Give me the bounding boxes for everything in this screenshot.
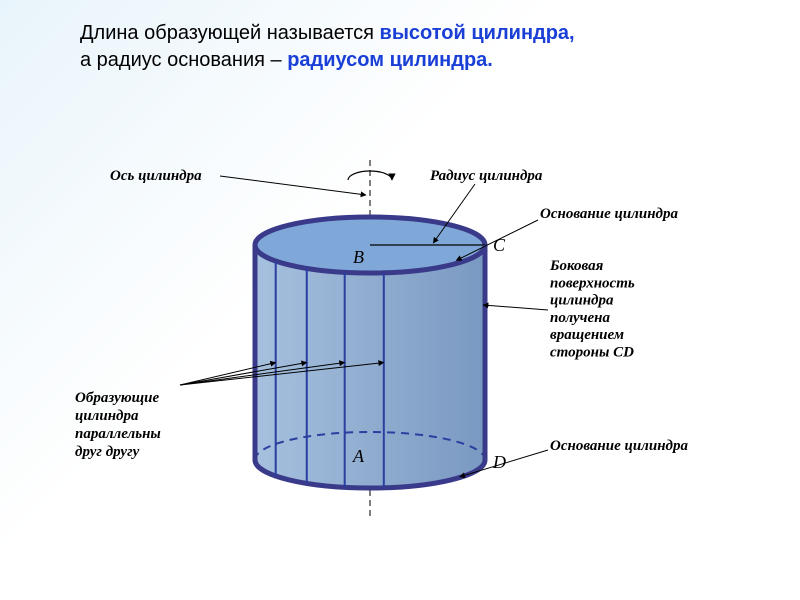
label-radius: Радиус цилиндра [430,168,543,184]
title-part2: а радиус основания – [80,49,287,71]
title-part1: Длина образующей называется [80,22,380,44]
label-lateral: Боковая поверхность цилиндра получена вр… [549,258,638,360]
cylinder-lateral [255,245,485,488]
point-C-label: C [493,235,506,255]
cylinder-figure: B C A D Ось цилиндра Радиус цилиндра Осн… [70,150,730,550]
title-em1: высотой цилиндра, [380,22,575,44]
point-A-label: A [352,446,365,466]
title-block: Длина образующей называется высотой цили… [80,20,740,74]
title-em2: радиусом цилиндра. [287,49,493,71]
point-B-label: B [353,247,364,267]
point-D-label: D [492,452,506,472]
label-generators: Образующие цилиндра параллельны друг дру… [75,390,165,460]
label-axis: Ось цилиндра [110,168,202,184]
label-base-bottom: Основание цилиндра [550,438,688,454]
label-base-top: Основание цилиндра [540,206,678,222]
